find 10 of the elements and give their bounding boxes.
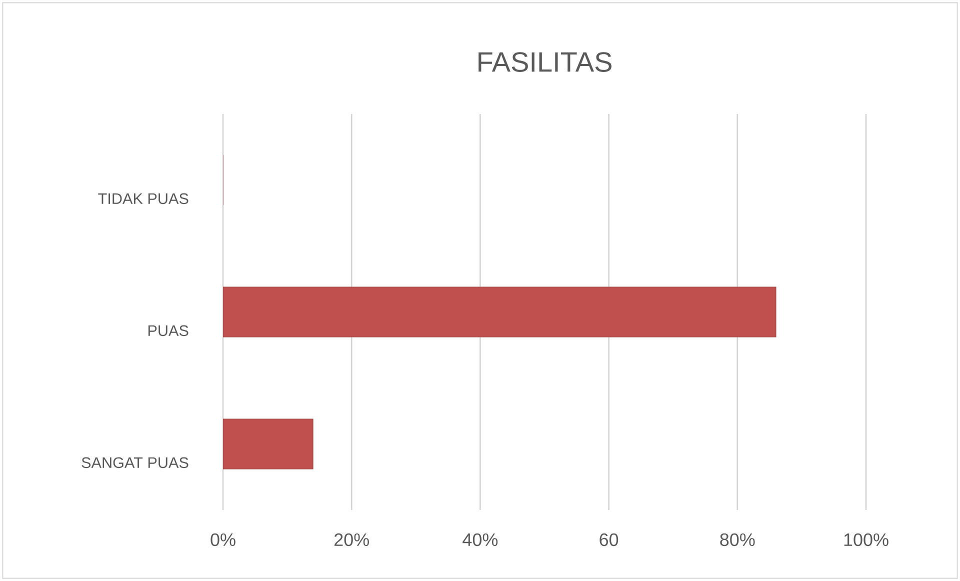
x-tick-label: 100% bbox=[844, 533, 888, 546]
y-tick-label: PUAS bbox=[148, 325, 188, 336]
y-tick-label: TIDAK PUAS bbox=[98, 193, 188, 204]
x-tick-label: 40% bbox=[462, 533, 498, 546]
x-tick-label: 20% bbox=[334, 533, 369, 546]
chart-title: FASILITAS bbox=[478, 52, 612, 72]
x-tick-label: 80% bbox=[720, 533, 755, 546]
x-tick-label: 0% bbox=[210, 533, 236, 546]
y-tick-label: SANGAT PUAS bbox=[82, 457, 188, 468]
x-tick-label: 60 bbox=[600, 533, 618, 546]
